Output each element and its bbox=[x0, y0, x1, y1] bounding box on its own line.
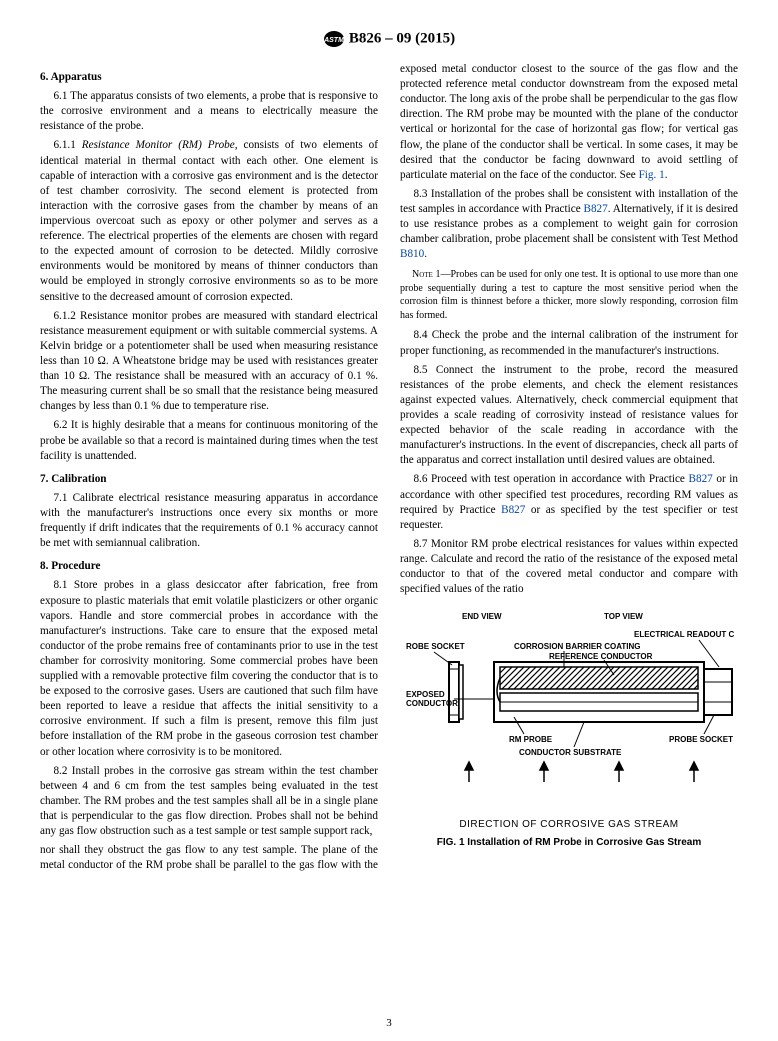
b810-link[interactable]: B810 bbox=[400, 248, 424, 260]
fig1-link[interactable]: Fig. 1 bbox=[639, 169, 665, 181]
page: ASTM B826 – 09 (2015) 6. Apparatus 6.1 T… bbox=[0, 0, 778, 1041]
b827-link-3[interactable]: B827 bbox=[501, 504, 525, 516]
top-view-label: TOP VIEW bbox=[604, 612, 643, 621]
page-number: 3 bbox=[386, 1017, 392, 1029]
para-6-1: 6.1 The apparatus consists of two elemen… bbox=[40, 89, 378, 134]
svg-text:ASTM: ASTM bbox=[323, 37, 344, 44]
designation: B826 – 09 (2015) bbox=[349, 30, 455, 46]
b827-link[interactable]: B827 bbox=[584, 203, 608, 215]
figure-1-diagram: END VIEW TOP VIEW ROBE SOCKET EXPOSED CO… bbox=[404, 607, 734, 807]
probe-socket-label: PROBE SOCKET bbox=[669, 735, 733, 744]
para-8-5: 8.5 Connect the instrument to the probe,… bbox=[400, 363, 738, 469]
svg-text:CONDUCTOR: CONDUCTOR bbox=[406, 699, 458, 708]
para-7-1: 7.1 Calibrate electrical resistance meas… bbox=[40, 491, 378, 551]
corrosion-barrier-label: CORROSION BARRIER COATING bbox=[514, 642, 641, 651]
body-columns: 6. Apparatus 6.1 The apparatus consists … bbox=[40, 62, 738, 873]
gas-direction-label: DIRECTION OF CORROSIVE GAS STREAM bbox=[400, 818, 738, 832]
para-6-1-1: 6.1.1 Resistance Monitor (RM) Probe, con… bbox=[40, 138, 378, 304]
robe-socket-label: ROBE SOCKET bbox=[406, 642, 465, 651]
section-8-heading: 8. Procedure bbox=[40, 559, 378, 574]
exposed-conductor-label: EXPOSED bbox=[406, 690, 445, 699]
section-6-heading: 6. Apparatus bbox=[40, 70, 378, 85]
document-header: ASTM B826 – 09 (2015) bbox=[40, 30, 738, 48]
para-6-1-2: 6.1.2 Resistance monitor probes are meas… bbox=[40, 309, 378, 415]
para-8-6: 8.6 Proceed with test operation in accor… bbox=[400, 472, 738, 532]
para-8-4: 8.4 Check the probe and the internal cal… bbox=[400, 328, 738, 358]
para-8-3: 8.3 Installation of the probes shall be … bbox=[400, 187, 738, 263]
figure-1: END VIEW TOP VIEW ROBE SOCKET EXPOSED CO… bbox=[400, 607, 738, 849]
b827-link-2[interactable]: B827 bbox=[689, 473, 713, 485]
electrical-cable-label: ELECTRICAL READOUT CABLE bbox=[634, 630, 734, 639]
para-8-7: 8.7 Monitor RM probe electrical resistan… bbox=[400, 537, 738, 597]
rm-probe-label: RM PROBE bbox=[509, 735, 553, 744]
reference-conductor-label: REFERENCE CONDUCTOR bbox=[549, 652, 653, 661]
figure-caption: FIG. 1 Installation of RM Probe in Corro… bbox=[400, 836, 738, 850]
note-1: Note 1—Probes can be used for only one t… bbox=[400, 268, 738, 322]
gas-flow-arrows bbox=[465, 762, 698, 782]
astm-logo-icon: ASTM bbox=[323, 30, 345, 48]
para-8-1: 8.1 Store probes in a glass desiccator a… bbox=[40, 578, 378, 759]
end-view-label: END VIEW bbox=[462, 612, 502, 621]
para-6-2: 6.2 It is highly desirable that a means … bbox=[40, 418, 378, 463]
section-7-heading: 7. Calibration bbox=[40, 472, 378, 487]
para-8-2: 8.2 Install probes in the corrosive gas … bbox=[40, 764, 378, 840]
conductor-substrate-label: CONDUCTOR SUBSTRATE bbox=[519, 748, 622, 757]
